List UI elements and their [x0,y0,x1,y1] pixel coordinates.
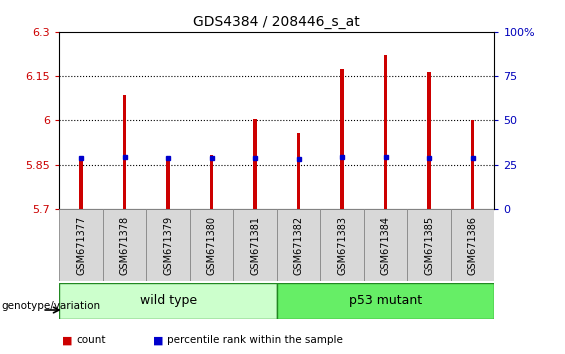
Bar [427,72,431,209]
Text: GSM671383: GSM671383 [337,216,347,275]
Bar [340,69,344,209]
Bar [277,283,494,319]
Text: GSM671385: GSM671385 [424,216,434,275]
Text: GSM671382: GSM671382 [294,216,303,275]
Bar [364,209,407,281]
Text: p53 mutant: p53 mutant [349,295,422,307]
Text: ■: ■ [62,335,73,345]
Text: GSM671377: GSM671377 [76,216,86,275]
Bar [320,209,364,281]
Text: ■: ■ [153,335,163,345]
Bar [123,95,127,209]
Bar [253,119,257,209]
Bar [407,209,451,281]
Text: GSM671379: GSM671379 [163,216,173,275]
Bar [146,209,190,281]
Bar [59,283,277,319]
Text: GSM671380: GSM671380 [207,216,216,275]
Bar [471,120,475,209]
Text: GSM671384: GSM671384 [381,216,390,275]
Bar [277,209,320,281]
Bar [210,155,214,209]
Text: wild type: wild type [140,295,197,307]
Text: percentile rank within the sample: percentile rank within the sample [167,335,342,345]
Text: GSM671378: GSM671378 [120,216,129,275]
Text: GSM671381: GSM671381 [250,216,260,275]
Bar [190,209,233,281]
Bar [233,209,277,281]
Text: count: count [76,335,106,345]
Title: GDS4384 / 208446_s_at: GDS4384 / 208446_s_at [193,16,360,29]
Bar [79,161,83,209]
Bar [103,209,146,281]
Bar [59,209,103,281]
Text: genotype/variation: genotype/variation [1,301,100,311]
Bar [451,209,494,281]
Text: GSM671386: GSM671386 [468,216,477,275]
Bar [384,56,388,209]
Bar [297,133,301,209]
Bar [166,157,170,209]
